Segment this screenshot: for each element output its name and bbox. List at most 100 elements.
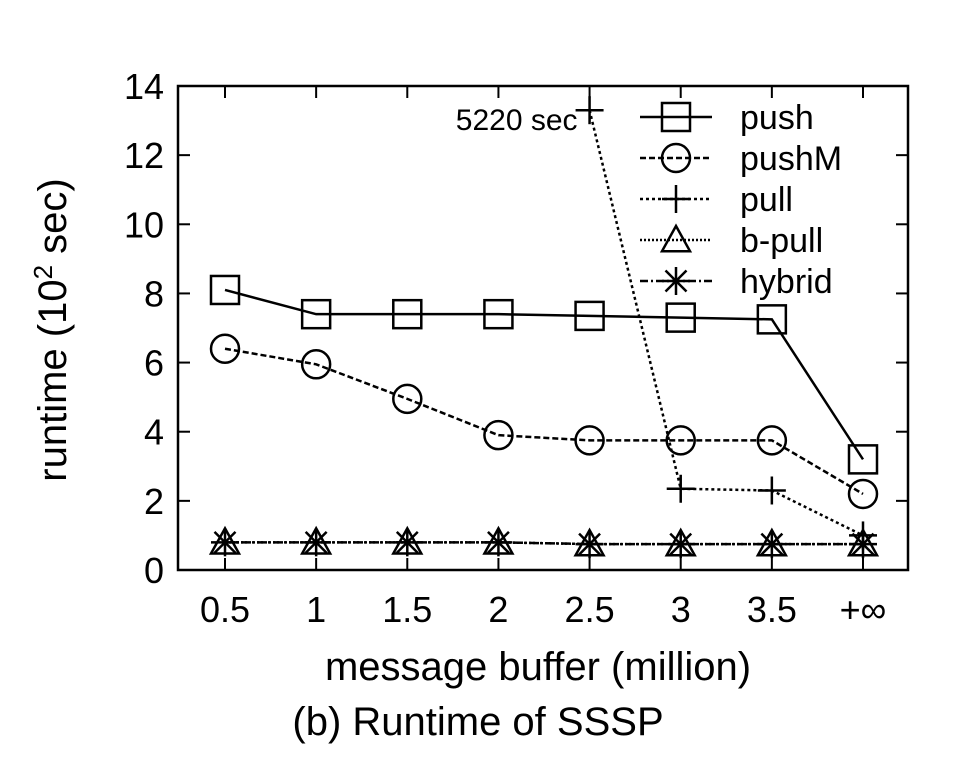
legend-item-push: push [640,99,814,137]
legend-label-b-pull: b-pull [740,222,823,260]
series-line-pull [588,109,864,537]
point-pushM-2-shape [483,419,514,451]
point-pull-3 [666,474,695,503]
annotation-5220-sec: 5220 sec [456,104,578,137]
point-hybrid-1 [302,528,331,557]
point-hybrid-1.5-d2 [395,530,419,554]
point-push-1-shape [300,298,332,330]
x-tick-label-7: +∞ [840,589,887,630]
figure-caption: (b) Runtime of SSSP [292,700,664,744]
point-hybrid-2 [484,528,513,557]
series-push [209,274,879,475]
point-pushM-0.5 [209,333,241,364]
point-hybrid-2.5 [575,530,604,559]
point-hybrid-3.5 [757,530,786,559]
legend-marker-hybrid [662,267,690,295]
series-line-hybrid [225,541,863,546]
legend-item-hybrid: hybrid [640,263,833,301]
x-tick-label-4: 2.5 [565,589,615,630]
x-tick-label-5: 3 [671,589,691,630]
x-tick-label-6: 3.5 [747,589,797,630]
series-pushM [209,333,879,510]
point-hybrid-0.5 [211,528,239,557]
point-hybrid-3-d2 [669,532,693,556]
legend-label-pull: pull [740,181,793,219]
point-hybrid-3 [666,530,695,559]
point-push-3-shape [665,302,696,333]
x-tick-label-2: 1.5 [382,589,432,630]
legend-marker-pull [662,185,690,213]
y-tick-label-2: 4 [144,412,164,453]
point-pushM-2 [483,419,514,451]
y-tick-label-3: 6 [144,343,164,384]
point-push-+∞ [847,444,879,475]
runtime-chart: 0 2 4 6 8 10 12 14 0.5 1 1.5 2 2.5 3 3.5 +∞ pushpushMp… [28,66,910,689]
series-hybrid [211,528,877,559]
point-push-0.5 [209,274,241,306]
point-pushM-0.5-shape [209,333,241,364]
point-push-1.5-shape [392,298,423,330]
point-push-0.5-shape [209,274,241,306]
y-axis: 0 2 4 6 8 10 12 14 [124,66,908,591]
point-pushM-1.5 [392,383,423,415]
point-pushM-+∞ [847,478,879,510]
y-axis-title: runtime (102 sec) [28,178,75,481]
legend-marker-pushM-shape [660,142,692,174]
legend-item-pushM: pushM [640,140,842,178]
legend-marker-b-pull-shape [659,223,693,253]
point-hybrid-+∞ [849,530,877,559]
legend-marker-push [660,101,692,133]
point-hybrid-+∞-d2 [851,532,875,556]
point-pushM-1 [300,349,332,380]
point-push-3 [665,302,696,333]
legend-item-b-pull: b-pull [640,222,823,260]
legend-label-hybrid: hybrid [740,263,833,301]
point-pushM-+∞-shape [847,478,879,510]
point-push-3.5 [756,304,788,335]
legend-label-pushM: pushM [740,140,842,178]
y-tick-label-4: 8 [144,273,164,314]
point-hybrid-1-d2 [304,530,328,554]
point-pull-2.5 [575,96,604,125]
y-tick-label-7: 14 [124,66,164,107]
point-pushM-3-shape [665,425,696,456]
x-axis-title: message buffer (million) [325,645,751,689]
point-pushM-3.5-shape [756,425,788,456]
point-hybrid-2-d2 [487,530,510,554]
point-pushM-1.5-shape [392,383,423,415]
y-tick-label-5: 10 [124,204,164,245]
x-tick-label-1: 1 [306,589,326,630]
point-push-1.5 [392,298,423,330]
y-tick-label-1: 2 [144,481,164,522]
point-pushM-3 [665,425,696,456]
point-pushM-2.5 [574,425,605,456]
legend-marker-pushM [660,142,692,174]
point-hybrid-1.5 [393,528,422,557]
plot-border [176,84,910,572]
point-push-+∞-shape [847,444,879,475]
point-push-1 [300,298,332,330]
series-layer [208,96,880,559]
y-axis-title-sup: 2 [28,265,58,279]
y-axis-title-main: runtime (10 [31,279,75,481]
point-push-2 [483,298,514,330]
point-push-3.5-shape [756,304,788,335]
y-tick-label-0: 0 [144,550,164,591]
x-axis: 0.5 1 1.5 2 2.5 3 3.5 +∞ [200,86,886,630]
x-tick-label-3: 2 [488,589,508,630]
point-pull-3.5 [757,476,786,505]
point-push-2-shape [483,298,514,330]
point-pushM-2.5-shape [574,425,605,456]
plot-area [176,84,910,572]
point-hybrid-3.5-d2 [760,532,784,556]
legend-item-pull: pull [640,181,793,219]
x-tick-label-0: 0.5 [200,589,250,630]
y-tick-label-6: 12 [124,135,164,176]
point-push-2.5-shape [574,300,605,332]
series-line-pushM [224,347,864,496]
point-hybrid-0.5-d2 [213,530,237,554]
legend-label-push: push [740,99,814,137]
point-push-2.5 [574,300,605,332]
series-line-push [224,288,865,461]
